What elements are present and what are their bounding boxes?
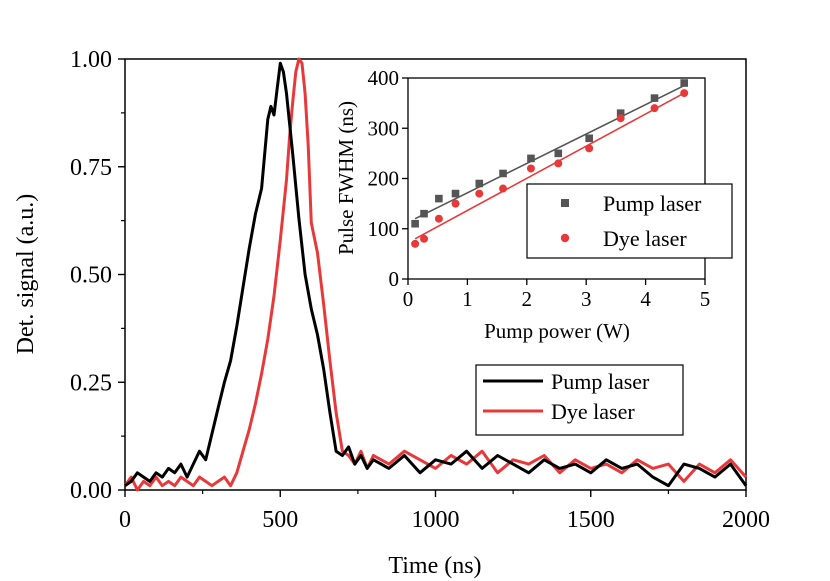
- dye-laser-point: [411, 239, 420, 248]
- main-x-tick-label: 0: [119, 507, 131, 533]
- dye-laser-point: [451, 199, 460, 208]
- pump-laser-point: [475, 179, 484, 188]
- inset-y-tick-label: 400: [368, 66, 400, 90]
- inset-x-tick-label: 5: [700, 287, 711, 311]
- main-legend-label-pump: Pump laser: [551, 369, 650, 394]
- inset-y-tick-label: 0: [389, 267, 400, 291]
- inset-x-tick-label: 0: [403, 287, 414, 311]
- inset-x-axis-title: Pump power (W): [484, 319, 630, 343]
- inset-legend-marker-dye: [560, 233, 570, 243]
- main-y-tick-label: 1.00: [70, 47, 112, 73]
- inset-legend: Pump laser Dye laser: [526, 183, 733, 259]
- main-x-tick-label: 2000: [722, 507, 770, 533]
- pump-laser-point: [420, 209, 428, 218]
- main-y-tick-label: 0.75: [70, 155, 112, 181]
- pump-laser-fit-line: [414, 84, 685, 220]
- dye-laser-point: [420, 234, 429, 243]
- inset-y-axis-title: Pulse FWHM (ns): [334, 101, 358, 255]
- inset-x-tick-label: 1: [462, 287, 473, 311]
- pump-laser-point: [650, 94, 659, 102]
- main-y-tick-label: 0.50: [70, 263, 112, 289]
- pump-laser-point: [435, 194, 443, 203]
- main-x-tick-label: 1500: [567, 507, 615, 533]
- main-y-axis-title: Det. signal (a.u.): [13, 194, 39, 355]
- dye-laser-point: [616, 114, 625, 123]
- main-legend: Pump laser Dye laser: [475, 364, 684, 436]
- pump-laser-point: [451, 189, 460, 198]
- main-legend-box: [475, 364, 684, 436]
- pump-laser-point: [527, 154, 535, 163]
- dye-laser-point: [554, 159, 563, 168]
- main-x-tick-label: 500: [262, 507, 298, 533]
- inset-y-tick-label: 200: [368, 167, 400, 191]
- pump-laser-point: [554, 149, 563, 158]
- dye-laser-point: [650, 104, 659, 113]
- pump-laser-point: [616, 109, 625, 117]
- dye-laser-point: [499, 184, 508, 193]
- inset-axis-ticks: 0 1 2 3 4 5 0 100 200 300 400: [368, 66, 711, 311]
- dye-laser-point: [680, 89, 689, 98]
- main-plot-series: [123, 57, 748, 492]
- dye-laser-point: [526, 164, 535, 173]
- dye-laser-fit-line: [414, 92, 685, 240]
- inset-plot-series: [411, 79, 689, 248]
- inset-x-tick-label: 3: [581, 287, 592, 311]
- dye-laser-point: [434, 214, 443, 223]
- main-legend-label-dye: Dye laser: [551, 399, 635, 424]
- dye-laser-point: [475, 189, 484, 198]
- pump-laser-point: [411, 219, 419, 228]
- inset-chart: 0 1 2 3 4 5 0 100 200 300 400 Pump power (W) Pulse…: [334, 66, 733, 343]
- pump-laser-point: [499, 169, 507, 178]
- inset-legend-box: [526, 183, 733, 259]
- inset-x-tick-label: 2: [522, 287, 533, 311]
- main-y-tick-label: 0.25: [70, 370, 112, 396]
- inset-y-tick-label: 100: [368, 217, 400, 241]
- dye-laser-point: [585, 144, 594, 153]
- inset-x-tick-label: 4: [640, 287, 651, 311]
- main-x-axis-title: Time (ns): [388, 553, 481, 579]
- inset-legend-marker-pump: [561, 199, 569, 207]
- inset-legend-label-pump: Pump laser: [603, 191, 702, 216]
- inset-legend-label-dye: Dye laser: [603, 226, 687, 251]
- main-x-tick-label: 1000: [412, 507, 460, 533]
- main-y-tick-label: 0.00: [70, 478, 112, 504]
- pump-laser-point: [585, 134, 593, 143]
- pump-laser-trace: [124, 61, 748, 488]
- inset-y-tick-label: 300: [368, 116, 400, 140]
- pump-laser-point: [680, 79, 689, 87]
